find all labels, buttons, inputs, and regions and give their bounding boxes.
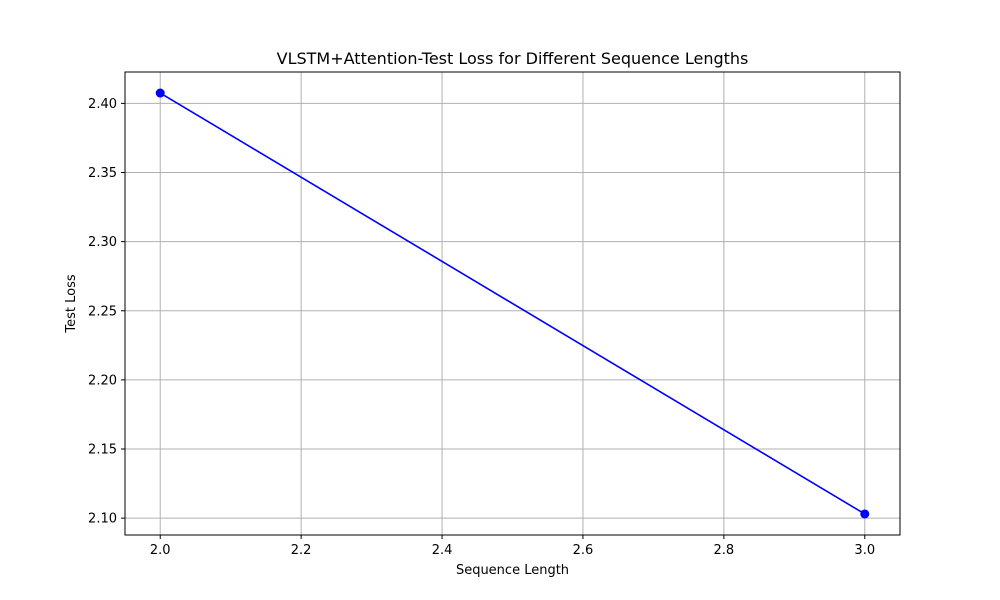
x-tick-label: 2.2: [291, 543, 312, 558]
x-tick-label: 2.6: [573, 543, 594, 558]
data-point: [155, 88, 165, 98]
x-tick-label: 2.8: [714, 543, 735, 558]
x-tick-label: 2.0: [150, 543, 171, 558]
x-tick-label: 3.0: [854, 543, 875, 558]
y-tick-label: 2.30: [88, 235, 117, 250]
series-line: [159, 92, 866, 515]
y-tick-label: 2.35: [88, 166, 117, 181]
y-tick-label: 2.20: [88, 373, 117, 388]
y-tick-label: 2.10: [88, 512, 117, 527]
y-tick-label: 2.25: [88, 304, 117, 319]
plot-frame: [124, 71, 901, 536]
x-axis-label: Sequence Length: [456, 563, 569, 578]
series-layer: [155, 88, 870, 519]
y-tick-label: 2.40: [88, 97, 117, 112]
chart-title: VLSTM+Attention-Test Loss for Different …: [277, 49, 749, 68]
y-axis-label: Test Loss: [64, 274, 79, 333]
grid-lines: [125, 72, 900, 535]
x-tick-label: 2.4: [432, 543, 453, 558]
y-tick-label: 2.15: [88, 443, 117, 458]
data-point: [860, 509, 870, 519]
axis-ticks: 2.0 2.2 2.4 2.6 2.8 3.0 2.10 2.15 2.20 2.25 2.30 2.…: [88, 97, 875, 558]
